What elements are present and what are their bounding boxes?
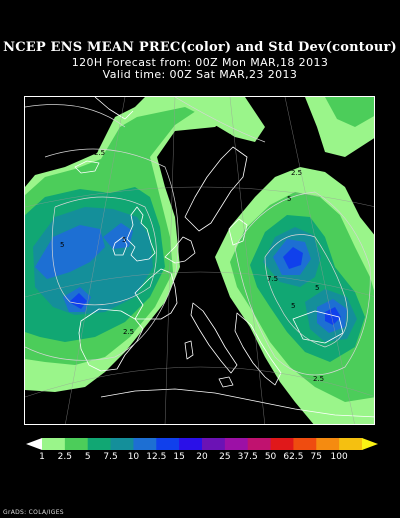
precip-shade-12.5-15 [283,247,303,269]
colorbar-swatch [179,438,203,450]
coastline-britain [126,206,156,262]
coastline-scandinavia [184,146,248,232]
contour-label: 7.5 [267,275,278,283]
stddev-contours [25,97,371,376]
colorbar-tick-label: 12.5 [146,452,167,462]
contour-label: 2.5 [291,169,302,177]
colorbar-swatch [110,438,134,450]
colorbar-swatch [247,438,272,450]
contour-label: 2.5 [313,375,324,383]
colorbar-tick-label: 5 [84,452,91,462]
coastline-baltic [228,218,248,246]
coastline-iberia [78,308,144,372]
colorbar-under-arrow [26,438,42,450]
contour-label: 1 [337,173,341,181]
meridian [164,97,176,424]
west-precip-field [25,97,235,392]
colorbar-tick-label: 50 [264,452,277,462]
contour-line [25,148,179,361]
meridian [65,97,126,424]
contour-line [234,191,371,376]
contour-label: 1 [228,133,232,141]
colorbar [26,438,378,450]
coastline-balkans [234,312,282,386]
colorbar-swatch [339,438,363,450]
map-title: NCEP ENS MEAN PREC(color) and Std Dev(co… [3,40,397,55]
colorbar-swatch [293,438,317,450]
contour-line [25,104,126,128]
colorbar-over-arrow [362,438,378,450]
colorbar-tick-label: 75 [310,452,323,462]
coastline-ireland [112,236,128,256]
graticule [25,97,374,424]
contour-line [174,97,266,143]
meridian [229,97,266,424]
valid-time-subtitle: Valid time: 00Z Sat MAR,23 2013 [102,68,298,81]
contour-label: 2.5 [94,149,105,157]
coastline-sicily [218,376,234,388]
colorbar-swatch [270,438,294,450]
contour-label: 2.5 [123,328,134,336]
credit-text: GrADS: COLA/IGES [3,509,64,516]
colorbar-tick-label: 37.5 [237,452,258,462]
parallel [25,366,374,398]
colorbar-tick-label: 20 [196,452,208,462]
coastlines [74,97,374,418]
colorbar-swatch [202,438,226,450]
contour-label: 5 [315,284,319,292]
colorbar-tick-label: 1 [39,452,45,462]
colorbar-swatch [156,438,180,450]
coastline-sardinia [184,340,194,360]
parallel [25,186,374,208]
contour-label: 5 [287,195,291,203]
colorbar-swatch [42,438,66,450]
precip-shade-2.5-5 [325,97,374,127]
contour-labels: 2.5 1 5 5 2.5 2.5 1 5 7.5 5 5 2.5 [60,133,341,383]
colorbar-swatch [133,438,157,450]
colorbar-tick-label: 62.5 [283,452,304,462]
coastline-greenland-edge [94,97,134,120]
contour-label: 5 [60,241,64,249]
colorbar-tick-label: 7.5 [103,452,118,462]
colorbar-labels: 1 2.5 5 7.5 10 12.5 15 20 25 37.5 50 62.5 75 100 [0,452,400,464]
colorbar-tick-label: 15 [173,452,185,462]
east-precip-field [215,167,374,424]
coastline-iceland [74,160,100,174]
map-panel: 2.5 1 5 5 2.5 2.5 1 5 7.5 5 5 2.5 [24,96,375,425]
precip-map: 2.5 1 5 5 2.5 2.5 1 5 7.5 5 5 2.5 [25,97,374,424]
colorbar-tick-label: 10 [127,452,140,462]
forecast-subtitle: 120H Forecast from: 00Z Mon MAR,18 2013 [71,56,329,69]
colorbar-tick-label: 2.5 [57,452,73,462]
colorbar-swatch [224,438,249,450]
colorbar-swatch [316,438,340,450]
colorbar-swatch [87,438,112,450]
contour-line [264,234,348,348]
parallel [25,271,374,298]
coastline-italy [190,302,238,374]
contour-label: 5 [122,236,126,244]
colorbar-tick-label: 25 [219,452,231,462]
contour-label: 5 [291,302,295,310]
contour-line [51,196,157,306]
colorbar-tick-label: 100 [330,452,348,462]
precip-shade-12.5-15-b [325,307,341,325]
colorbar-swatches [26,438,378,450]
precip-shade-12.5-15 [69,293,87,309]
meridian [284,97,355,424]
coastline-north-africa [100,388,374,418]
colorbar-swatch [64,438,89,450]
